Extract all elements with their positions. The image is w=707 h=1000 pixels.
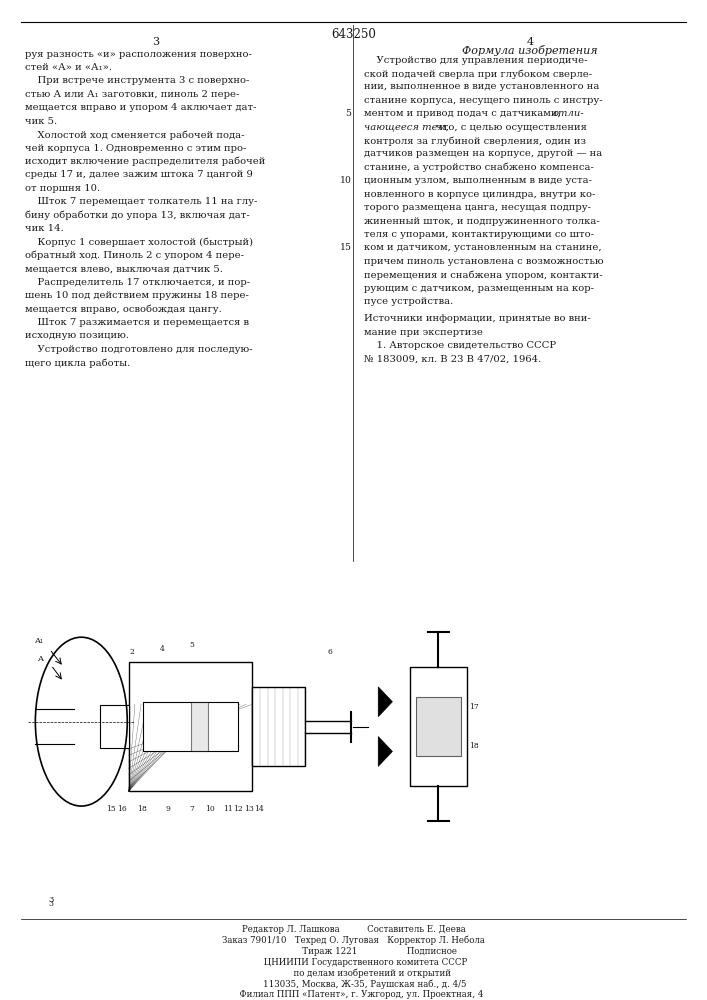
Text: контроля за глубиной сверления, один из: контроля за глубиной сверления, один из <box>364 136 586 146</box>
Text: мещается вправо и упором 4 аключает дат-: мещается вправо и упором 4 аключает дат- <box>25 103 256 112</box>
Text: 17: 17 <box>469 703 479 711</box>
Text: 8: 8 <box>142 805 146 813</box>
Text: Устройство подготовлено для последую-: Устройство подготовлено для последую- <box>25 345 252 354</box>
Text: 9: 9 <box>165 805 170 813</box>
Text: от поршня 10.: от поршня 10. <box>25 184 100 193</box>
Text: щего цикла работы.: щего цикла работы. <box>25 358 130 368</box>
Text: датчиков размещен на корпусе, другой — на: датчиков размещен на корпусе, другой — н… <box>364 149 602 158</box>
Text: ментом и привод подач с датчиками,: ментом и привод подач с датчиками, <box>364 109 564 118</box>
Bar <box>416 697 461 756</box>
Bar <box>410 667 467 786</box>
Text: 16: 16 <box>117 805 127 813</box>
Text: 4: 4 <box>527 37 534 47</box>
Text: 113035, Москва, Ж-35, Раушская наб., д. 4/5: 113035, Москва, Ж-35, Раушская наб., д. … <box>241 979 466 989</box>
Text: 5: 5 <box>346 109 351 118</box>
Text: 1: 1 <box>137 805 141 813</box>
Text: A: A <box>37 655 42 663</box>
Text: новленного в корпусе цилиндра, внутри ко-: новленного в корпусе цилиндра, внутри ко… <box>364 190 595 199</box>
Polygon shape <box>378 737 392 766</box>
Text: мание при экспертизе: мание при экспертизе <box>364 328 483 337</box>
Text: Источники информации, принятые во вни-: Источники информации, принятые во вни- <box>364 314 591 323</box>
Text: ком и датчиком, установленным на станине,: ком и датчиком, установленным на станине… <box>364 243 602 252</box>
Text: стью А или А₁ заготовки, пиноль 2 пере-: стью А или А₁ заготовки, пиноль 2 пере- <box>25 90 239 99</box>
Text: 15: 15 <box>339 243 351 252</box>
Bar <box>143 702 238 751</box>
Text: станине корпуса, несущего пиноль с инстру-: станине корпуса, несущего пиноль с инстр… <box>364 96 603 105</box>
Text: 13: 13 <box>244 805 254 813</box>
Text: Тираж 1221                  Подписное: Тираж 1221 Подписное <box>250 947 457 956</box>
Text: рующим с датчиком, размещенным на кор-: рующим с датчиком, размещенным на кор- <box>364 284 594 293</box>
Text: Редактор Л. Лашкова          Составитель Е. Деева: Редактор Л. Лашкова Составитель Е. Деева <box>242 925 465 934</box>
Text: перемещения и снабжена упором, контакти-: перемещения и снабжена упором, контакти- <box>364 270 603 280</box>
Text: 12: 12 <box>233 805 243 813</box>
Text: причем пиноль установлена с возможностью: причем пиноль установлена с возможностью <box>364 257 604 266</box>
Text: A₁: A₁ <box>34 637 43 645</box>
Text: Шток 7 разжимается и перемещается в: Шток 7 разжимается и перемещается в <box>25 318 249 327</box>
Text: 3: 3 <box>48 900 54 908</box>
Bar <box>100 705 129 748</box>
Text: 3: 3 <box>152 37 159 47</box>
Text: 18: 18 <box>469 742 479 750</box>
Polygon shape <box>378 687 392 717</box>
Text: 10: 10 <box>205 805 215 813</box>
Text: Распределитель 17 отключается, и пор-: Распределитель 17 отключается, и пор- <box>25 278 250 287</box>
Text: При встрече инструмента 3 с поверхно-: При встрече инструмента 3 с поверхно- <box>25 76 249 85</box>
Text: чающееся тем,: чающееся тем, <box>364 123 449 132</box>
Text: 4: 4 <box>160 645 165 653</box>
Text: Устройство для управления периодиче-: Устройство для управления периодиче- <box>364 56 588 65</box>
Text: мещается вправо, освобождая цангу.: мещается вправо, освобождая цангу. <box>25 304 221 314</box>
Text: жиненный шток, и подпружиненного толка-: жиненный шток, и подпружиненного толка- <box>364 217 600 226</box>
Text: 15: 15 <box>106 805 116 813</box>
Text: Корпус 1 совершает холостой (быстрый): Корпус 1 совершает холостой (быстрый) <box>25 237 253 247</box>
Text: торого размещена цанга, несущая подпру-: торого размещена цанга, несущая подпру- <box>364 203 591 212</box>
Text: 11: 11 <box>223 805 233 813</box>
Text: чей корпуса 1. Одновременно с этим про-: чей корпуса 1. Одновременно с этим про- <box>25 144 246 153</box>
Text: Формула изобретения: Формула изобретения <box>462 45 598 56</box>
Bar <box>21 541 686 912</box>
Text: чик 5.: чик 5. <box>25 117 57 126</box>
Text: Заказ 7901/10   Техред О. Луговая   Корректор Л. Небола: Заказ 7901/10 Техред О. Луговая Корректо… <box>222 936 485 945</box>
Text: шень 10 под действием пружины 18 пере-: шень 10 под действием пружины 18 пере- <box>25 291 249 300</box>
Text: Холостой ход сменяется рабочей пода-: Холостой ход сменяется рабочей пода- <box>25 130 244 140</box>
Text: исходную позицию.: исходную позицию. <box>25 331 129 340</box>
Text: ЦНИИПИ Государственного комитета СССР: ЦНИИПИ Государственного комитета СССР <box>240 958 467 967</box>
Text: среды 17 и, далее зажим штока 7 цангой 9: среды 17 и, далее зажим штока 7 цангой 9 <box>25 170 252 179</box>
Text: 14: 14 <box>255 805 264 813</box>
Text: № 183009, кл. В 23 В 47/02, 1964.: № 183009, кл. В 23 В 47/02, 1964. <box>364 355 542 364</box>
Bar <box>190 702 208 751</box>
Text: стей «А» и «А₁».: стей «А» и «А₁». <box>25 63 112 72</box>
Text: чик 14.: чик 14. <box>25 224 64 233</box>
Text: пусе устройства.: пусе устройства. <box>364 297 453 306</box>
Text: мещается влево, выключая датчик 5.: мещается влево, выключая датчик 5. <box>25 264 223 273</box>
Text: 1. Авторское свидетельство СССР: 1. Авторское свидетельство СССР <box>364 341 556 350</box>
Text: 10: 10 <box>339 176 351 185</box>
Text: ционным узлом, выполненным в виде уста-: ционным узлом, выполненным в виде уста- <box>364 176 592 185</box>
Bar <box>252 687 305 766</box>
Text: 3: 3 <box>48 896 54 904</box>
Text: 7: 7 <box>190 805 194 813</box>
Text: обратный ход. Пиноль 2 с упором 4 пере-: обратный ход. Пиноль 2 с упором 4 пере- <box>25 251 244 260</box>
Text: по делам изобретений и открытий: по делам изобретений и открытий <box>255 968 452 978</box>
Text: 5: 5 <box>190 641 194 649</box>
Text: руя разность «и» расположения поверхно-: руя разность «и» расположения поверхно- <box>25 50 252 59</box>
Text: теля с упорами, контактирующими со што-: теля с упорами, контактирующими со што- <box>364 230 594 239</box>
Text: отли-: отли- <box>553 109 585 118</box>
Text: Филиал ППП «Патент», г. Ужгород, ул. Проектная, 4: Филиал ППП «Патент», г. Ужгород, ул. Про… <box>223 990 484 999</box>
Text: что, с целью осуществления: что, с целью осуществления <box>433 123 587 132</box>
Text: бину обработки до упора 13, включая дат-: бину обработки до упора 13, включая дат- <box>25 211 250 220</box>
Text: 643250: 643250 <box>331 28 376 41</box>
Text: 2: 2 <box>130 648 134 656</box>
Text: Шток 7 перемещает толкатель 11 на глу-: Шток 7 перемещает толкатель 11 на глу- <box>25 197 257 206</box>
Text: 6: 6 <box>328 648 332 656</box>
Text: станине, а устройство снабжено компенса-: станине, а устройство снабжено компенса- <box>364 163 594 172</box>
Text: исходит включение распределителя рабочей: исходит включение распределителя рабочей <box>25 157 265 166</box>
Text: ской подачей сверла при глубоком сверле-: ской подачей сверла при глубоком сверле- <box>364 69 592 79</box>
Bar <box>129 662 252 791</box>
Text: нии, выполненное в виде установленного на: нии, выполненное в виде установленного н… <box>364 82 600 91</box>
